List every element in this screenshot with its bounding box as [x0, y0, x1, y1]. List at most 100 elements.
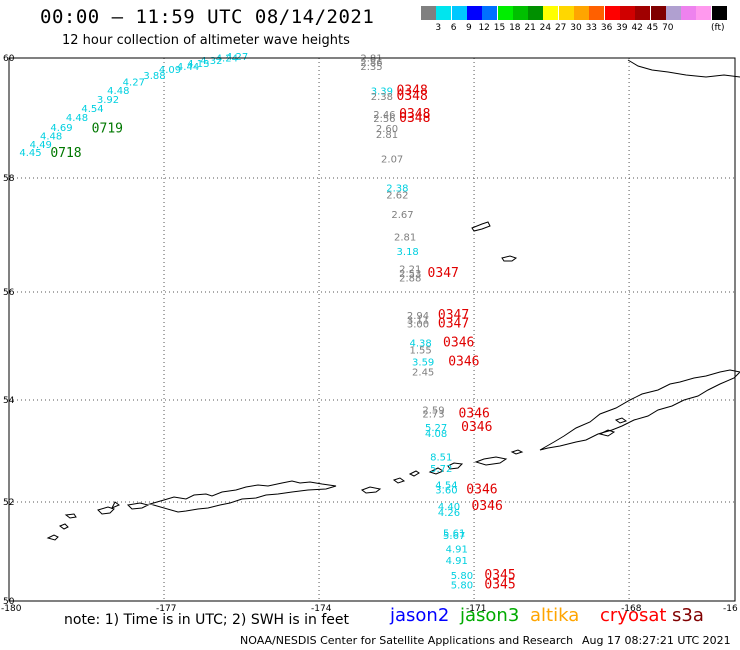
latitude-label: 50 — [3, 597, 15, 607]
latitude-label: 54 — [3, 396, 15, 406]
longitude-label: -16 — [723, 604, 738, 614]
wave-height-value: 2.56 — [373, 114, 395, 125]
wave-height-value: 2.21 — [399, 265, 421, 276]
pass-time-label: 0347 — [438, 317, 469, 332]
wave-height-value: 8.51 — [430, 453, 452, 464]
color-scale-tick: 18 — [509, 23, 521, 33]
wave-height-value: 4.26 — [438, 508, 460, 519]
longitude-label: -180 — [1, 604, 22, 614]
aleutian-islands-central — [148, 480, 337, 513]
longitude-label: -168 — [621, 604, 642, 614]
pass-time-label: 0345 — [484, 568, 515, 583]
footnote: note: 1) Time is in UTC; 2) SWH is in fe… — [64, 612, 350, 628]
wave-height-value: 4.91 — [446, 556, 468, 567]
latitude-label: 56 — [3, 288, 15, 298]
satellite-jason3: jason3 — [460, 605, 520, 626]
page-title: 00:00 – 11:59 UTC 08/14/2021 — [40, 6, 375, 28]
color-scale-tick: 3 — [435, 23, 442, 33]
map-frame — [8, 57, 736, 602]
wave-height-value: 3.59 — [412, 357, 434, 368]
wave-height-value: 4.27 — [226, 52, 248, 63]
wave-height-value: 2.38 — [371, 92, 393, 103]
wave-height-value: 4.08 — [425, 429, 447, 440]
pass-time-label: 0346 — [461, 420, 492, 435]
wave-height-value: 4.91 — [446, 544, 468, 555]
longitude-label: -171 — [466, 604, 486, 614]
wave-height-value: 5.27 — [425, 423, 447, 434]
pass-time-label: 0348 — [399, 111, 430, 126]
color-scale-tick: 45 — [646, 23, 659, 33]
wave-height-value: 2.38 — [386, 184, 408, 195]
wave-height-value: 3.18 — [397, 247, 419, 258]
aleutian-islands-west — [46, 501, 150, 541]
latitude-label: 58 — [3, 174, 15, 184]
wave-height-value: 5.80 — [451, 581, 473, 592]
wave-height-value: 4.44 — [177, 62, 199, 73]
pass-time-label: 0345 — [484, 578, 515, 593]
satellite-cryosat: cryosat — [600, 605, 667, 626]
color-scale-tick: 70 — [662, 23, 674, 33]
wave-height-value: 2.81 — [360, 54, 382, 65]
wave-height-value: 3.88 — [143, 71, 165, 82]
wave-height-value: 5.80 — [451, 571, 473, 582]
wave-height-value: 2.07 — [381, 154, 403, 165]
map-axes: 60 58 56 54 52 50-180 -177 -174 -171 -168 -16 — [1, 54, 738, 614]
wave-height-value: 2.73 — [422, 409, 444, 420]
color-scale-tick: 30 — [570, 23, 582, 33]
generation-timestamp: Aug 17 08:27:21 UTC 2021 — [582, 634, 731, 647]
wave-height-value: 3.92 — [97, 95, 119, 106]
wave-height-value: 4.54 — [81, 104, 103, 115]
st-george-island — [501, 255, 518, 262]
wave-height-value: 5.72 — [430, 464, 452, 475]
wave-height-value: 3.11 — [407, 315, 429, 326]
wave-height-value: 4.38 — [409, 339, 431, 350]
pass-time-label: 0348 — [397, 84, 428, 99]
wave-height-value: 4.27 — [123, 78, 145, 89]
wave-height-value: 4.48 — [66, 113, 88, 124]
wave-height-value: 1.55 — [409, 346, 431, 357]
wave-height-value: 4.69 — [50, 123, 72, 134]
color-scale-tick: 24 — [539, 23, 552, 33]
latitude-label: 60 — [3, 54, 15, 64]
wave-height-value: 3.00 — [407, 320, 429, 331]
wave-height-value: 2.67 — [391, 210, 413, 221]
wave-height-value: 5.67 — [443, 531, 465, 542]
color-scale-tick: 6 — [450, 23, 457, 33]
color-scale-tick: 21 — [524, 23, 536, 33]
shumagin-islands — [598, 417, 628, 437]
pass-time-label: 0346 — [459, 406, 490, 421]
pass-time-label: 0347 — [438, 308, 469, 323]
wave-height-value: 4.13 — [187, 59, 209, 70]
color-scale-unit: (ft) — [711, 23, 725, 33]
wave-height-value: 2.86 — [360, 58, 382, 69]
pass-time-label: 0346 — [471, 499, 502, 514]
wave-height-value: 4.48 — [40, 132, 62, 143]
aleutian-islands-east — [360, 449, 524, 494]
color-scale-tick: 36 — [600, 23, 613, 33]
wave-height-value: 2.59 — [422, 405, 444, 416]
wave-height-value: 4.24 — [216, 54, 238, 65]
wave-height-value: 2.94 — [407, 311, 429, 322]
wave-height-value: 2.53 — [399, 269, 421, 280]
color-swatch — [711, 6, 728, 20]
color-scale-tick: 12 — [478, 23, 490, 33]
st-paul-island — [471, 221, 491, 232]
wave-height-value: 4.54 — [435, 481, 457, 492]
pass-time-label: 0347 — [428, 266, 459, 281]
wave-height-value: 5.61 — [443, 529, 465, 540]
page-subtitle: 12 hour collection of altimeter wave hei… — [62, 33, 350, 48]
color-scale-tick: 42 — [631, 23, 643, 33]
map-grid — [9, 58, 735, 601]
wave-height-value: 2.81 — [376, 130, 398, 141]
wave-height-value: 4.45 — [19, 148, 41, 159]
color-scale-tick: 33 — [585, 23, 598, 33]
wave-height-value: 2.45 — [412, 368, 434, 379]
pass-time-label: 0718 — [50, 146, 81, 161]
alaska-peninsula — [539, 369, 740, 451]
wave-height-value: 4.32 — [200, 56, 222, 67]
color-scale-tick: 9 — [466, 23, 472, 33]
wave-height-value: 3.39 — [371, 87, 393, 98]
coastline — [46, 59, 740, 541]
